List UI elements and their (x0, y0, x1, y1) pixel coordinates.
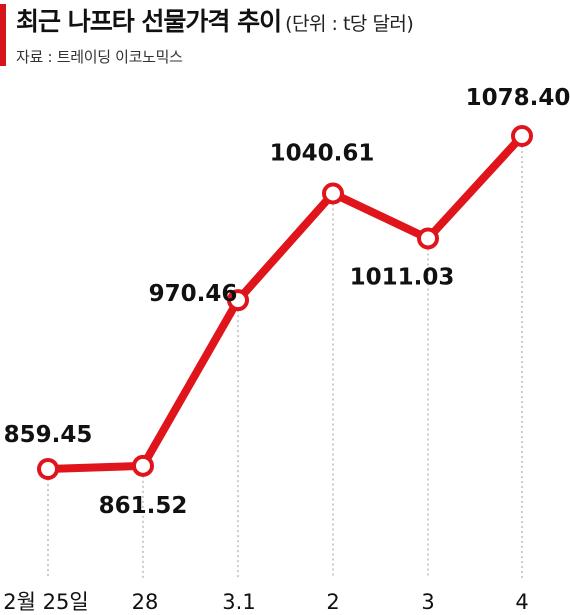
value-label: 1078.40 (466, 85, 570, 111)
chart-unit: (단위 : t당 달러) (285, 13, 414, 35)
data-point (417, 227, 439, 250)
value-label: 1040.61 (270, 140, 375, 166)
title-accent-bar (0, 4, 6, 66)
x-tick-label: 2 (326, 590, 339, 614)
value-label: 1011.03 (350, 264, 455, 290)
x-tick-label: 4 (515, 590, 528, 614)
data-point (132, 454, 154, 477)
value-label: 859.45 (4, 422, 93, 448)
x-tick-label: 3.1 (222, 590, 255, 614)
x-tick-label: 28 (132, 590, 159, 614)
chart-title: 최근 나프타 선물가격 추이 (16, 7, 282, 36)
x-tick-label: 3 (421, 590, 434, 614)
value-label: 970.46 (149, 281, 238, 307)
data-point (227, 289, 249, 312)
data-point (322, 182, 344, 205)
value-label: 861.52 (99, 493, 188, 519)
title-block: 최근 나프타 선물가격 추이 (단위 : t당 달러) (16, 2, 414, 38)
chart-source: 자료 : 트레이딩 이코노믹스 (16, 48, 183, 66)
series-line (44, 132, 526, 473)
data-point (511, 125, 533, 147)
x-tick-label: 2월 25일 (3, 590, 88, 614)
data-point (37, 458, 59, 480)
